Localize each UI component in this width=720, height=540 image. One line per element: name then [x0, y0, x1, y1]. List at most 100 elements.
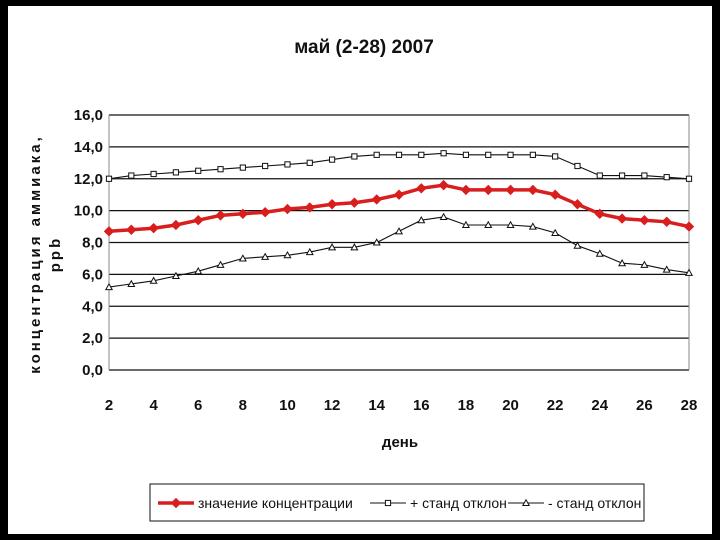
- data-point: [685, 175, 693, 182]
- data-point: [306, 159, 313, 166]
- data-point: [371, 194, 382, 205]
- data-point: [551, 228, 560, 236]
- data-point: [349, 197, 360, 208]
- data-point: [150, 170, 157, 178]
- data-point: [104, 282, 114, 291]
- y-tick-labels: 0,0 2,0 4,0 6,0 8,0 10,0 12,0 14,0 16,0: [74, 107, 103, 379]
- data-point: [328, 243, 337, 251]
- data-point: [373, 151, 380, 158]
- chart-title: май (2-28) 2007: [294, 37, 434, 58]
- data-point: [485, 151, 492, 158]
- data-point: [384, 499, 392, 507]
- data-point: [618, 258, 627, 267]
- legend-label: - станд отклон: [548, 495, 641, 511]
- data-point: [171, 271, 180, 280]
- x-tick-label: 2: [105, 397, 113, 414]
- data-point: [237, 208, 249, 220]
- data-point: [640, 260, 649, 268]
- data-point: [194, 266, 203, 275]
- data-point: [521, 498, 531, 507]
- y-tick-label: 8,0: [82, 235, 103, 252]
- data-point: [505, 184, 516, 196]
- data-point: [283, 251, 292, 259]
- data-point: [552, 153, 559, 160]
- y-tick-label: 4,0: [82, 298, 103, 315]
- data-point: [596, 172, 603, 179]
- data-point: [594, 208, 605, 220]
- data-point: [305, 247, 314, 256]
- legend-label: значение концентрации: [198, 495, 353, 511]
- data-point: [549, 189, 561, 200]
- data-point: [262, 162, 269, 170]
- data-point: [105, 175, 113, 182]
- x-tick-labels: 2 4 6 8 10 12 14 16 18 20 22 24 26 28: [105, 397, 698, 414]
- data-point: [507, 151, 514, 158]
- data-point: [438, 179, 449, 191]
- data-point: [193, 214, 204, 226]
- data-point: [216, 260, 225, 268]
- data-point: [440, 150, 447, 157]
- data-point: [170, 219, 182, 231]
- y-axis-label-line1: концентрация аммиака,: [27, 134, 44, 373]
- series-0: [103, 179, 695, 237]
- data-point: [462, 151, 470, 158]
- data-point: [217, 166, 224, 173]
- data-point: [683, 221, 695, 232]
- data-point: [282, 203, 293, 215]
- y-axis-label-line2: ppb: [47, 236, 64, 273]
- data-point: [417, 215, 426, 224]
- legend-item: + станд отклон: [370, 495, 507, 511]
- data-point: [261, 252, 270, 260]
- legend: значение концентрации + станд отклон - ста…: [149, 483, 645, 522]
- legend-item: - станд отклон: [508, 495, 641, 511]
- x-tick-label: 24: [591, 397, 608, 414]
- legend-item: значение концентрации: [158, 495, 353, 511]
- data-point: [439, 212, 448, 221]
- data-point: [259, 207, 271, 218]
- data-point: [239, 164, 246, 171]
- data-point: [684, 268, 694, 276]
- data-point: [172, 169, 180, 176]
- x-tick-label: 26: [636, 397, 653, 414]
- data-point: [528, 222, 537, 230]
- data-point: [394, 227, 404, 235]
- series-2: [104, 212, 694, 291]
- chart-frame: май (2-28) 2007 концентрация аммиака, pp…: [8, 6, 712, 534]
- data-point: [572, 199, 583, 210]
- data-point: [461, 220, 470, 229]
- data-point: [595, 249, 604, 257]
- data-point: [326, 199, 338, 210]
- data-point: [639, 214, 650, 226]
- data-point: [527, 184, 539, 196]
- x-tick-label: 10: [279, 397, 296, 414]
- data-point: [304, 202, 315, 213]
- data-point: [148, 222, 159, 234]
- data-point: [418, 151, 425, 158]
- x-tick-label: 28: [681, 397, 698, 414]
- y-tick-label: 6,0: [82, 266, 103, 283]
- data-point: [574, 162, 581, 170]
- line-chart: май (2-28) 2007 концентрация аммиака, pp…: [27, 37, 698, 522]
- x-tick-label: 18: [458, 397, 475, 414]
- x-tick-label: 12: [324, 397, 341, 414]
- data-point: [395, 151, 403, 158]
- legend-label: + станд отклон: [410, 495, 507, 511]
- x-axis-label: день: [382, 434, 418, 451]
- data-point: [573, 241, 582, 249]
- data-point: [483, 184, 494, 196]
- data-point: [170, 497, 182, 509]
- data-point: [393, 189, 405, 200]
- data-point: [195, 167, 202, 174]
- plot-area: [103, 150, 695, 291]
- y-tick-label: 2,0: [82, 330, 103, 347]
- grid-lines: [108, 114, 690, 371]
- data-point: [460, 184, 472, 196]
- data-point: [103, 226, 115, 237]
- y-tick-label: 10,0: [74, 203, 103, 220]
- data-point: [372, 238, 381, 246]
- data-point: [238, 254, 247, 262]
- x-tick-label: 8: [239, 397, 247, 414]
- data-point: [149, 276, 158, 284]
- y-tick-label: 16,0: [74, 107, 103, 124]
- data-point: [351, 153, 358, 160]
